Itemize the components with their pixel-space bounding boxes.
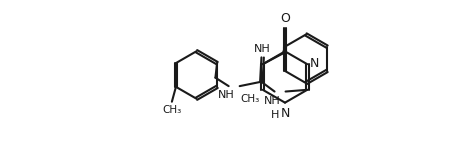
Text: CH₃: CH₃ [240,94,259,104]
Text: H: H [270,110,278,120]
Text: NH: NH [263,96,280,106]
Text: NH: NH [217,90,234,100]
Text: N: N [309,57,319,70]
Text: O: O [279,12,289,25]
Text: CH₃: CH₃ [162,105,181,115]
Text: NH: NH [254,44,270,54]
Text: N: N [280,107,289,120]
